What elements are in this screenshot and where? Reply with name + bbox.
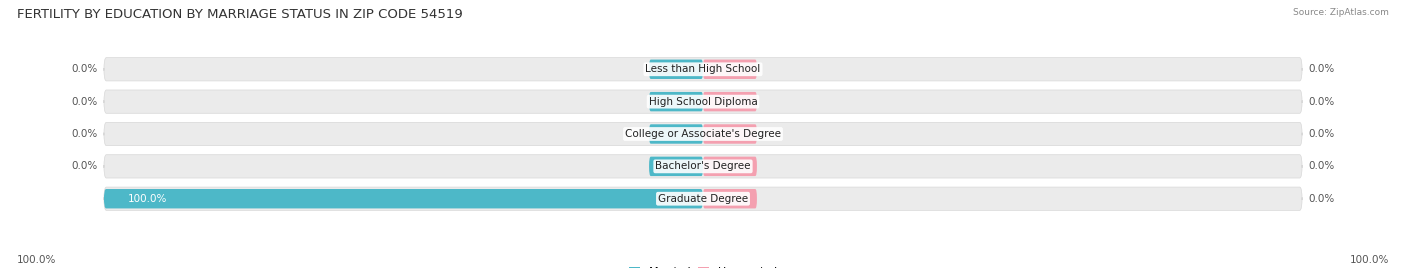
Text: 0.0%: 0.0%: [1308, 194, 1334, 204]
FancyBboxPatch shape: [650, 59, 703, 79]
FancyBboxPatch shape: [104, 155, 1302, 178]
FancyBboxPatch shape: [104, 122, 1302, 146]
Text: Bachelor's Degree: Bachelor's Degree: [655, 161, 751, 171]
FancyBboxPatch shape: [104, 187, 1302, 210]
FancyBboxPatch shape: [703, 92, 756, 111]
FancyBboxPatch shape: [650, 157, 703, 176]
Text: 0.0%: 0.0%: [1308, 97, 1334, 107]
FancyBboxPatch shape: [650, 92, 703, 111]
FancyBboxPatch shape: [104, 58, 1302, 81]
Text: 100.0%: 100.0%: [17, 255, 56, 265]
FancyBboxPatch shape: [104, 189, 703, 209]
Text: 0.0%: 0.0%: [1308, 161, 1334, 171]
FancyBboxPatch shape: [104, 90, 1302, 113]
FancyBboxPatch shape: [703, 124, 756, 144]
Text: FERTILITY BY EDUCATION BY MARRIAGE STATUS IN ZIP CODE 54519: FERTILITY BY EDUCATION BY MARRIAGE STATU…: [17, 8, 463, 21]
Text: 100.0%: 100.0%: [1350, 255, 1389, 265]
Text: 100.0%: 100.0%: [128, 194, 167, 204]
FancyBboxPatch shape: [703, 189, 756, 209]
Legend: Married, Unmarried: Married, Unmarried: [627, 265, 779, 268]
Text: Graduate Degree: Graduate Degree: [658, 194, 748, 204]
FancyBboxPatch shape: [703, 59, 756, 79]
Text: Source: ZipAtlas.com: Source: ZipAtlas.com: [1294, 8, 1389, 17]
Text: High School Diploma: High School Diploma: [648, 97, 758, 107]
Text: Less than High School: Less than High School: [645, 64, 761, 74]
Text: 0.0%: 0.0%: [1308, 64, 1334, 74]
Text: 0.0%: 0.0%: [1308, 129, 1334, 139]
FancyBboxPatch shape: [703, 157, 756, 176]
Text: 0.0%: 0.0%: [72, 129, 98, 139]
FancyBboxPatch shape: [650, 124, 703, 144]
Text: 0.0%: 0.0%: [72, 161, 98, 171]
Text: 0.0%: 0.0%: [72, 64, 98, 74]
Text: 0.0%: 0.0%: [72, 97, 98, 107]
Text: College or Associate's Degree: College or Associate's Degree: [626, 129, 780, 139]
